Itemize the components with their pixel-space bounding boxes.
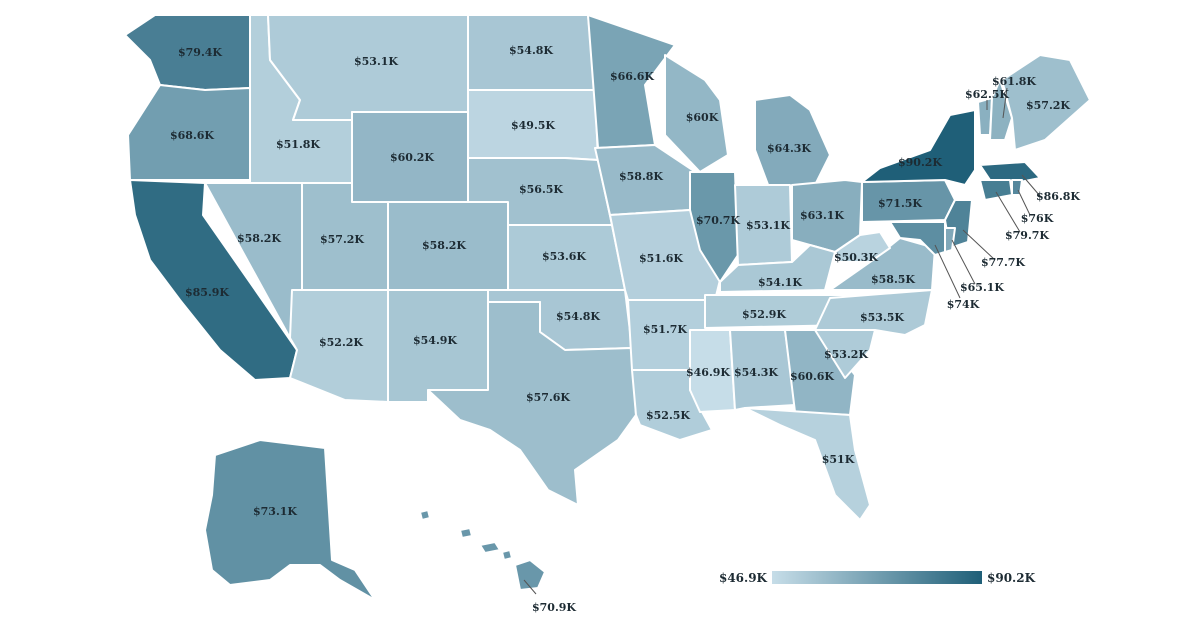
state-wisconsin <box>664 54 729 173</box>
label-nevada: $58.2K <box>237 232 281 245</box>
label-iowa: $58.8K <box>619 170 663 183</box>
legend: $46.9K $90.2K <box>719 571 1036 585</box>
label-kentucky: $54.1K <box>758 276 802 289</box>
state-alaska <box>204 439 376 601</box>
label-rhode-island: $76K <box>1021 212 1054 225</box>
state-hawaii-island-1 <box>419 509 431 521</box>
state-minnesota <box>587 14 676 149</box>
label-idaho: $51.8K <box>276 138 320 151</box>
state-hawaii-island-3 <box>479 541 501 554</box>
label-south-dakota: $49.5K <box>511 119 555 132</box>
label-colorado: $58.2K <box>422 239 466 252</box>
label-delaware: $65.1K <box>960 281 1004 294</box>
state-florida <box>744 407 871 521</box>
legend-color-bar <box>772 571 982 584</box>
label-maine: $57.2K <box>1026 99 1070 112</box>
state-hawaii-island-2 <box>459 527 473 539</box>
label-alabama: $54.3K <box>734 366 778 379</box>
state-texas <box>427 301 637 506</box>
label-illinois: $70.7K <box>696 214 740 227</box>
label-connecticut: $79.7K <box>1005 229 1049 242</box>
state-mississippi <box>689 329 736 413</box>
state-michigan <box>754 94 831 191</box>
leader-line-delaware <box>951 239 976 285</box>
label-missouri: $51.6K <box>639 252 683 265</box>
state-new-york <box>861 109 976 186</box>
label-pennsylvania: $71.5K <box>878 197 922 210</box>
label-virginia: $58.5K <box>871 273 915 286</box>
label-hawaii: $70.9K <box>532 601 576 614</box>
leader-line-hawaii <box>523 579 537 595</box>
state-hawaii-island-4 <box>501 549 513 561</box>
leader-line-connecticut <box>995 191 1021 233</box>
leader-line-maryland <box>934 244 961 299</box>
leader-line-massachusetts <box>1021 174 1041 197</box>
label-alaska: $73.1K <box>253 505 297 518</box>
state-west-virginia <box>834 231 891 263</box>
label-utah: $57.2K <box>320 233 364 246</box>
states-layer <box>124 14 1091 601</box>
label-new-hampshire: $61.8K <box>992 75 1036 88</box>
label-new-jersey: $77.7K <box>981 256 1025 269</box>
label-tennessee: $52.9K <box>742 308 786 321</box>
label-washington: $79.4K <box>178 46 222 59</box>
label-oklahoma: $54.8K <box>556 310 600 323</box>
label-louisiana: $52.5K <box>646 409 690 422</box>
label-florida: $51K <box>822 453 855 466</box>
label-indiana: $53.1K <box>746 219 790 232</box>
label-montana: $53.1K <box>354 55 398 68</box>
label-georgia: $60.6K <box>790 370 834 383</box>
label-michigan: $64.3K <box>767 142 811 155</box>
state-virginia <box>829 237 936 291</box>
state-california <box>129 179 298 381</box>
label-minnesota: $66.6K <box>610 70 654 83</box>
state-alabama <box>729 329 796 411</box>
state-massachusetts <box>979 161 1041 183</box>
leader-line-new-hampshire <box>1002 87 1008 119</box>
state-rhode-island <box>1011 179 1023 196</box>
label-new-mexico: $54.9K <box>413 334 457 347</box>
label-oregon: $68.6K <box>170 129 214 142</box>
label-arkansas: $51.7K <box>643 323 687 336</box>
label-mississippi: $46.9K <box>686 366 730 379</box>
label-new-york: $90.2K <box>898 156 942 169</box>
label-north-carolina: $53.5K <box>860 311 904 324</box>
label-north-dakota: $54.8K <box>509 44 553 57</box>
label-massachusetts: $86.8K <box>1036 190 1080 203</box>
label-kansas: $53.6K <box>542 250 586 263</box>
state-new-hampshire <box>989 79 1013 141</box>
leader-line-rhode-island <box>1017 189 1031 216</box>
state-labels: $79.4K $68.6K $85.9K $58.2K $51.8K $53.1K $60.… <box>170 44 1080 614</box>
label-south-carolina: $53.2K <box>824 348 868 361</box>
state-delaware <box>944 227 956 253</box>
label-texas: $57.6K <box>526 391 570 404</box>
label-wyoming: $60.2K <box>390 151 434 164</box>
state-maine <box>1001 54 1091 151</box>
label-vermont: $62.5K <box>965 88 1009 101</box>
label-west-virginia: $50.3K <box>834 251 878 264</box>
leader-lines <box>523 87 1041 595</box>
state-connecticut <box>979 179 1013 201</box>
leader-line-new-jersey <box>962 229 996 261</box>
legend-min-label: $46.9K <box>719 571 768 585</box>
label-nebraska: $56.5K <box>519 183 563 196</box>
state-maryland <box>889 221 946 256</box>
state-hawaii <box>514 559 546 591</box>
state-kentucky <box>719 244 836 293</box>
label-wisconsin: $60K <box>686 111 719 124</box>
label-arizona: $52.2K <box>319 336 363 349</box>
label-ohio: $63.1K <box>800 209 844 222</box>
legend-max-label: $90.2K <box>987 571 1036 585</box>
label-california: $85.9K <box>185 286 229 299</box>
label-maryland: $74K <box>947 298 980 311</box>
